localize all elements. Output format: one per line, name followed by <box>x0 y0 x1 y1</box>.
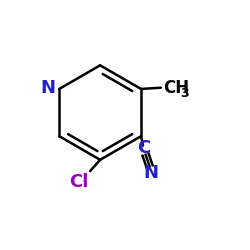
Text: CH: CH <box>164 79 190 97</box>
Text: N: N <box>40 79 56 97</box>
Text: C: C <box>138 139 151 157</box>
Text: N: N <box>143 164 158 182</box>
Text: 3: 3 <box>180 87 189 100</box>
Text: Cl: Cl <box>69 173 89 191</box>
